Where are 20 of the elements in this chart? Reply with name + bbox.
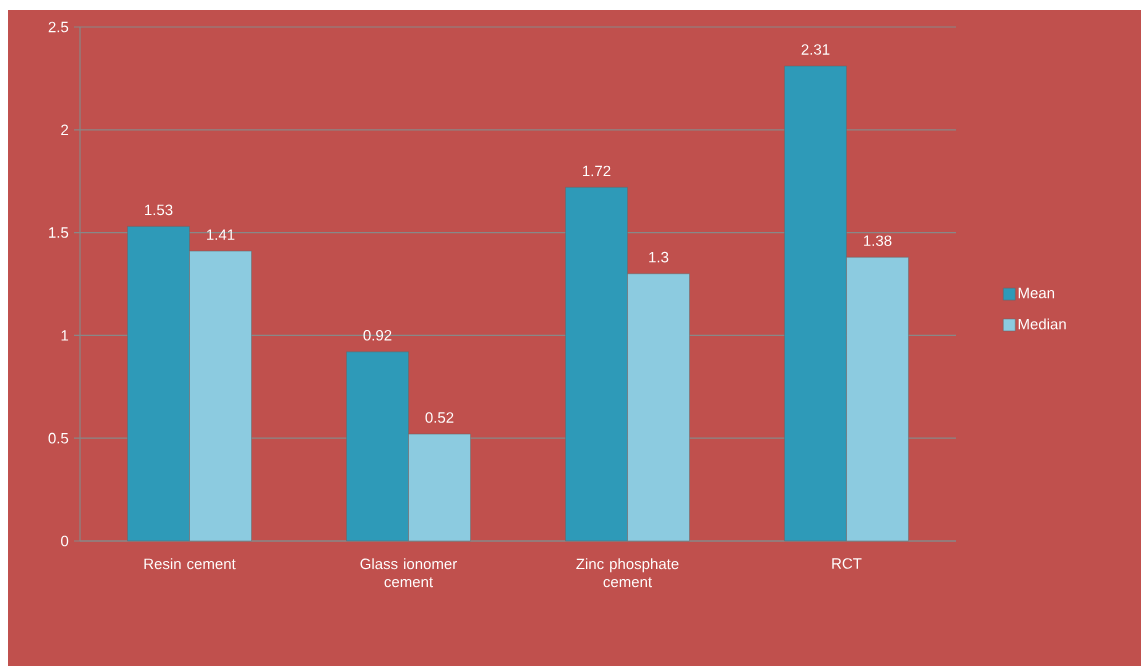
x-tick-label: Resin cement <box>144 558 236 570</box>
data-label: 1.41 <box>207 229 235 240</box>
legend-label: Mean <box>1018 287 1055 299</box>
data-label: 0.52 <box>425 412 454 423</box>
data-label: 1.72 <box>583 165 611 177</box>
data-label: 1.38 <box>864 235 892 247</box>
data-label: 2.31 <box>801 44 830 55</box>
x-tick-label: Glass ionomer cement <box>360 558 457 588</box>
legend-label: Median <box>1018 318 1066 330</box>
y-tick-label: 2.5 <box>48 21 69 33</box>
data-label: 1.53 <box>145 204 173 216</box>
data-label: 0.92 <box>363 329 392 341</box>
y-tick-label: 2 <box>61 124 69 136</box>
y-tick-label: 0 <box>61 535 69 547</box>
x-tick-label: RCT <box>832 558 862 569</box>
y-tick-label: 1 <box>61 330 69 341</box>
data-label: 1.3 <box>649 251 669 263</box>
y-tick-label: 1.5 <box>49 227 69 238</box>
x-tick-label: Zinc phosphate cement <box>576 558 679 588</box>
y-tick-label: 0.5 <box>48 432 69 444</box>
